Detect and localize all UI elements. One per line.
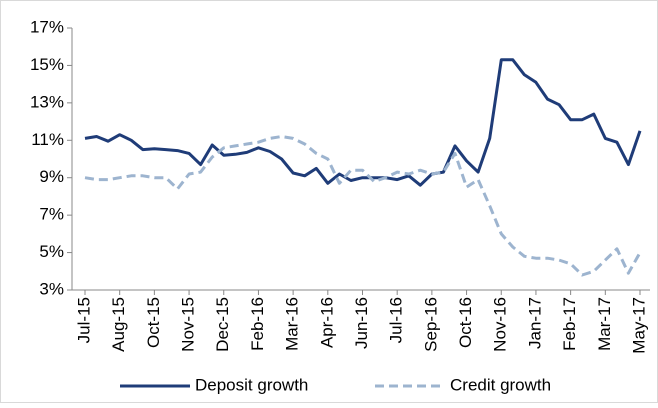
y-tick-label: 7% (39, 205, 64, 224)
x-tick-label: Feb-17 (560, 297, 579, 351)
x-tick-label: May-17 (629, 297, 648, 354)
x-tick-label: Dec-15 (213, 297, 232, 352)
x-tick-label: Oct-15 (144, 297, 163, 348)
x-tick-label: Jul-16 (387, 297, 406, 343)
x-tick-label: Jan-17 (525, 297, 544, 349)
x-tick-label: Nov-15 (179, 297, 198, 352)
x-tick-label: Mar-16 (283, 297, 302, 351)
legend-label: Deposit growth (195, 375, 308, 394)
x-tick-label: Jun-16 (352, 297, 371, 349)
x-tick-label: Jul-15 (74, 297, 93, 343)
y-tick-label: 11% (31, 130, 64, 149)
x-tick-label: Aug-15 (109, 297, 128, 352)
y-tick-label: 15% (30, 55, 64, 74)
x-tick-label: Oct-16 (456, 297, 475, 348)
line-series (84, 135, 642, 277)
line-series (84, 58, 642, 187)
legend-label: Credit growth (450, 375, 551, 394)
y-tick-label: 5% (39, 242, 64, 261)
x-tick-label: Mar-17 (595, 297, 614, 351)
y-tick-label: 9% (39, 167, 64, 186)
y-tick-label: 3% (39, 279, 64, 298)
x-tick-label: Sep-16 (421, 297, 440, 352)
y-tick-label: 13% (30, 92, 64, 111)
y-tick-label: 17% (30, 17, 64, 36)
x-tick-label: Apr-16 (317, 297, 336, 348)
x-tick-label: Nov-16 (491, 297, 510, 352)
x-tick-label: Feb-16 (248, 297, 267, 351)
